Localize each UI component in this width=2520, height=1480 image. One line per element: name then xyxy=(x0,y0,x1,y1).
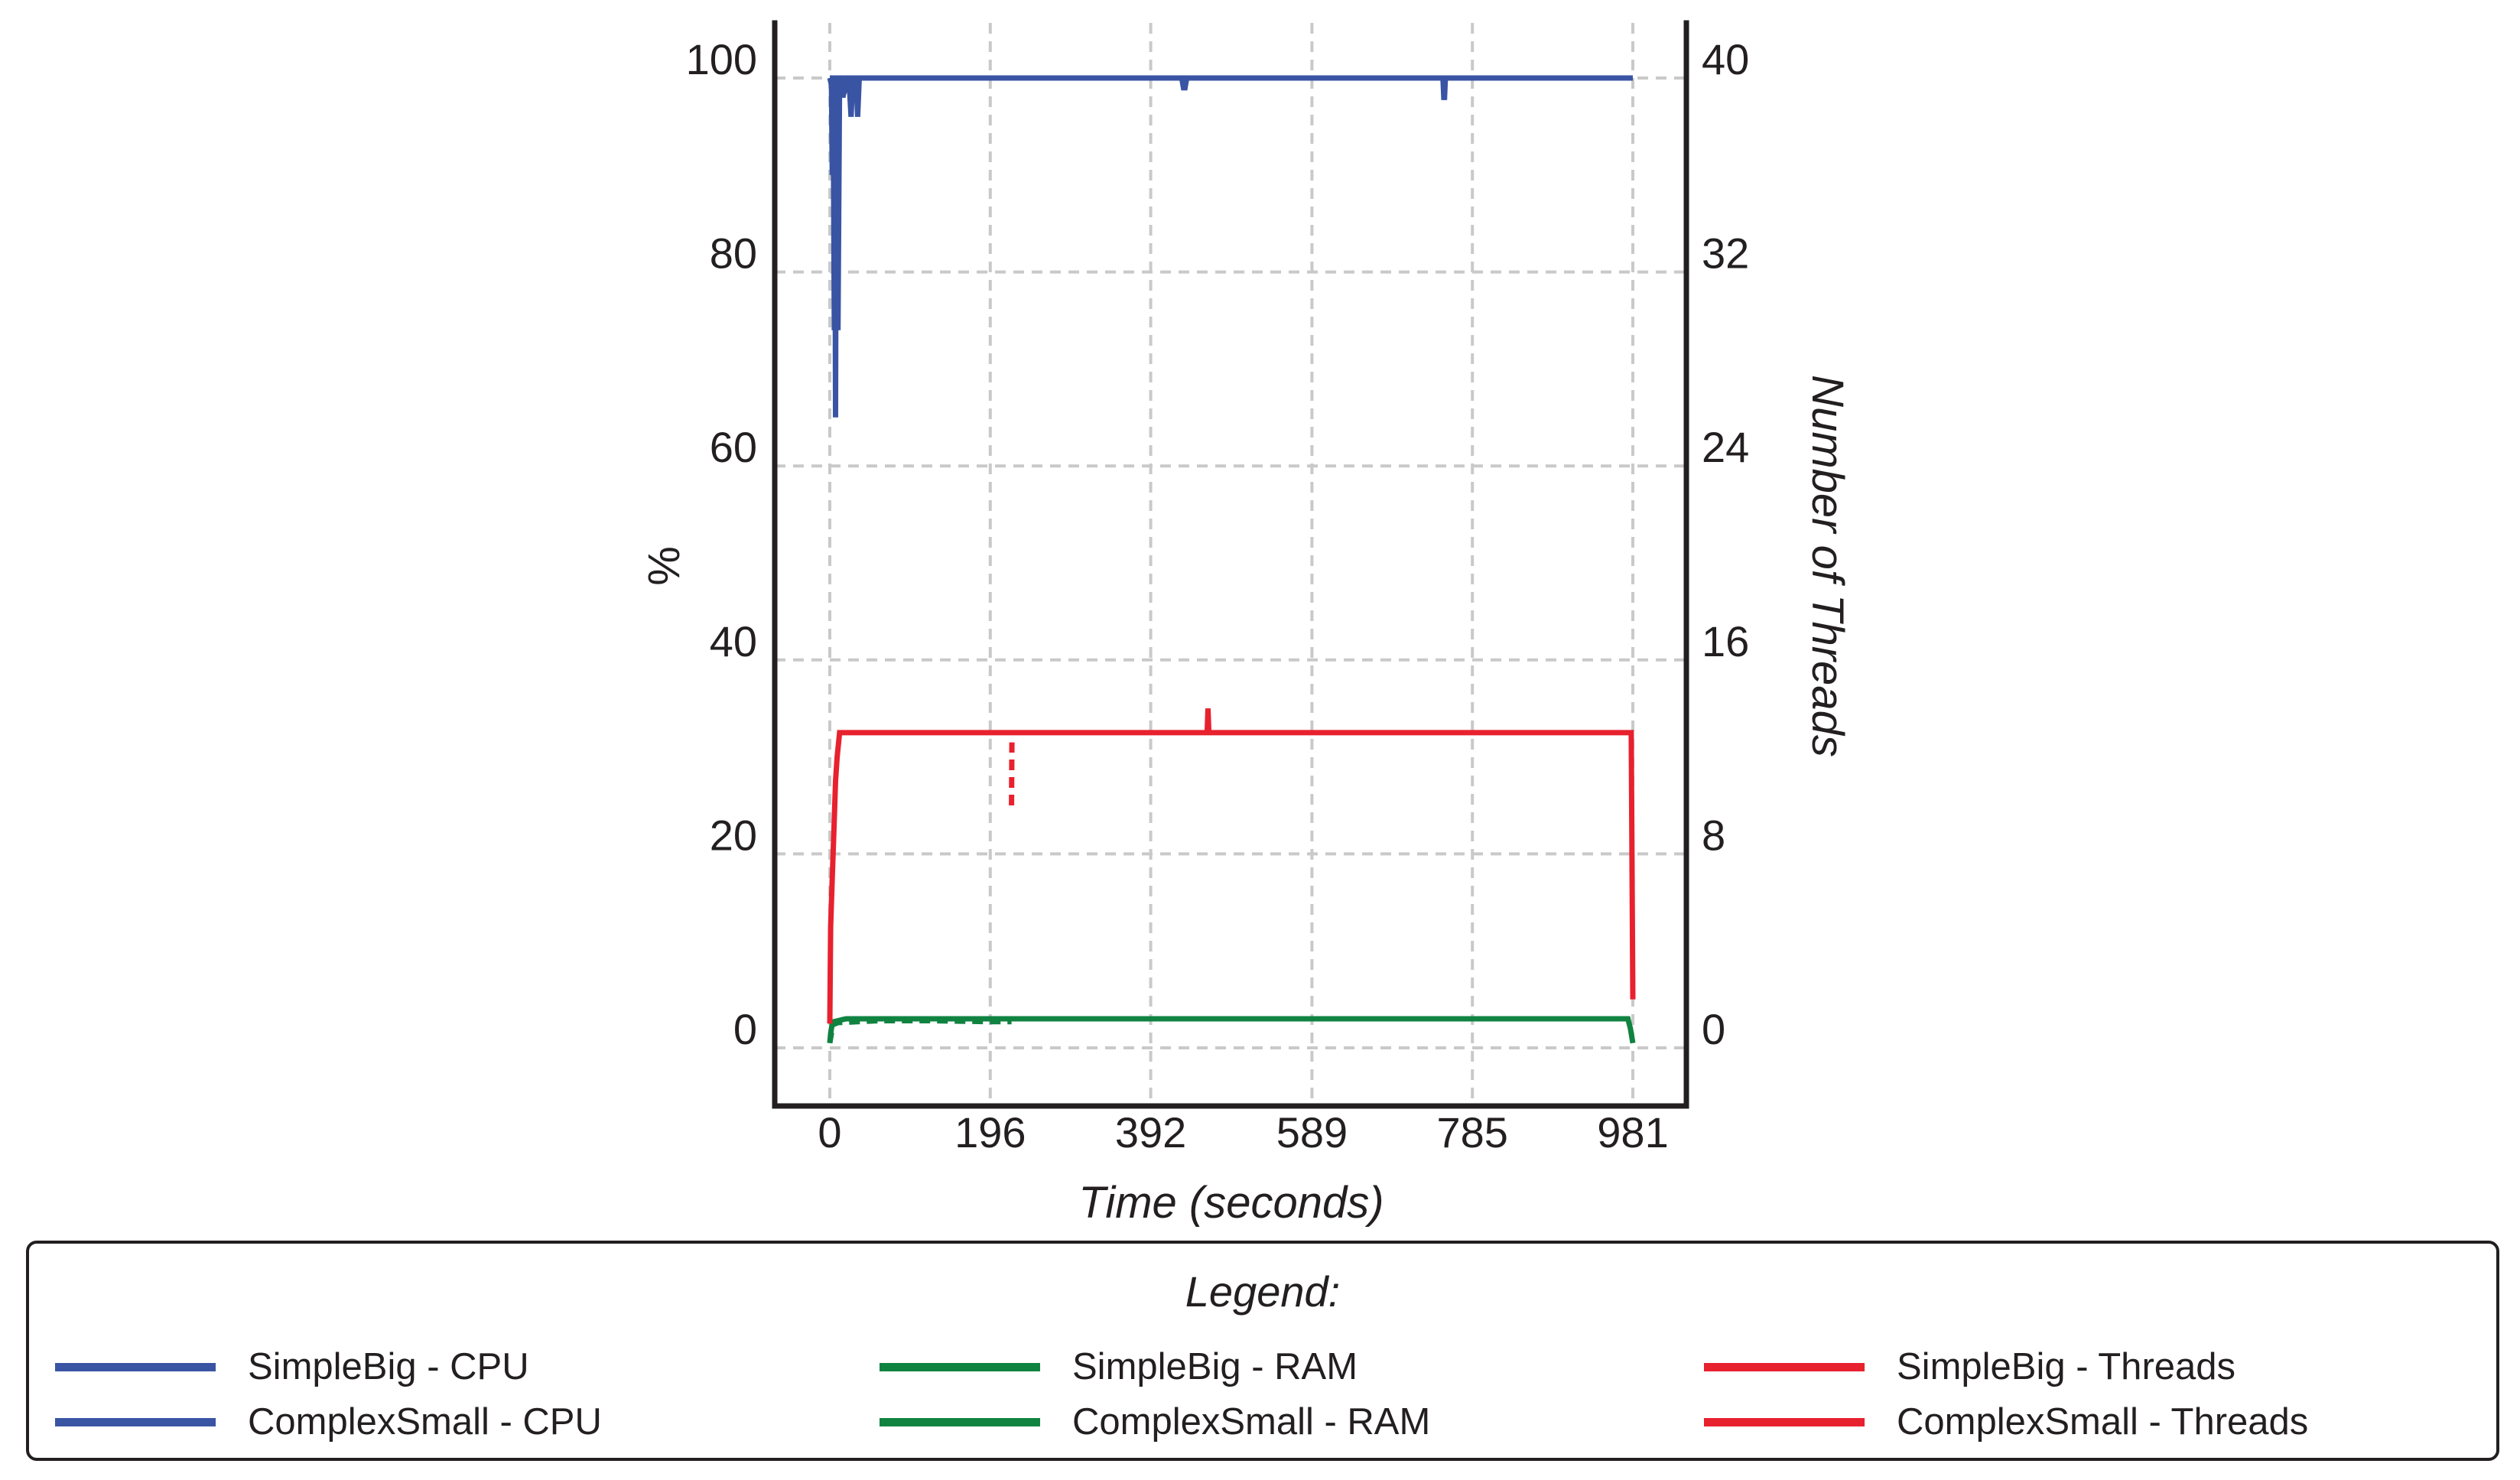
x-tick-label: 589 xyxy=(1276,1108,1348,1156)
grid-lines xyxy=(775,23,1686,1106)
x-axis-label: Time (seconds) xyxy=(1078,1178,1384,1228)
series-line-simplebig-threads xyxy=(827,708,1636,1024)
y-tick-label: 60 xyxy=(710,423,757,471)
legend-swatch xyxy=(880,1417,1040,1426)
y-tick-label: 0 xyxy=(733,1005,757,1053)
legend-swatch xyxy=(1704,1417,1865,1426)
line-chart: 0 196 392 589 785 981 0 20 40 60 80 100 0 8 16 24 32 40 T… xyxy=(639,20,1852,1228)
series-layer xyxy=(827,75,1636,1044)
legend-item-complexsmall-ram: ComplexSmall - RAM xyxy=(880,1399,1430,1445)
axes xyxy=(772,20,1689,1109)
y2-tick-label: 0 xyxy=(1702,1005,1725,1053)
legend-swatch xyxy=(1704,1362,1865,1371)
y-tick-label: 40 xyxy=(710,617,757,665)
legend-item-simplebig-cpu: SimpleBig - CPU xyxy=(55,1344,529,1390)
x-tick-label: 0 xyxy=(818,1108,841,1156)
legend-label: SimpleBig - RAM xyxy=(1072,1346,1358,1387)
x-tick-label: 981 xyxy=(1597,1108,1668,1156)
y-tick-label: 20 xyxy=(710,811,757,859)
series-line-complexsmall-ram xyxy=(827,1018,1012,1044)
y-tick-label: 100 xyxy=(686,35,757,83)
x-tick-label: 196 xyxy=(954,1108,1026,1156)
legend-item-simplebig-threads: SimpleBig - Threads xyxy=(1704,1344,2235,1390)
legend-label: ComplexSmall - CPU xyxy=(248,1401,602,1443)
legend-label: SimpleBig - CPU xyxy=(248,1346,529,1387)
y-tick-label: 80 xyxy=(710,229,757,278)
series-line-complexsmall-cpu xyxy=(827,75,1633,117)
x-tick-label: 392 xyxy=(1115,1108,1186,1156)
y2-tick-label: 16 xyxy=(1702,617,1749,665)
x-tick-label: 785 xyxy=(1436,1108,1507,1156)
y2-tick-label: 40 xyxy=(1702,35,1749,83)
y-axis-label: % xyxy=(639,546,689,586)
series-line-simplebig-cpu xyxy=(828,75,1633,418)
legend-item-complexsmall-cpu: ComplexSmall - CPU xyxy=(55,1399,602,1445)
legend-swatch xyxy=(55,1417,216,1426)
series-line-simplebig-ram xyxy=(827,1016,1636,1044)
legend-item-complexsmall-threads: ComplexSmall - Threads xyxy=(1704,1399,2308,1445)
legend-swatch xyxy=(880,1362,1040,1371)
legend-item-simplebig-ram: SimpleBig - RAM xyxy=(880,1344,1358,1390)
legend-label: SimpleBig - Threads xyxy=(1897,1346,2236,1387)
y2-axis-label: Number of Threads xyxy=(1803,375,1852,757)
y2-tick-label: 32 xyxy=(1702,229,1749,278)
legend: Legend: SimpleBig - CPU ComplexSmall - C… xyxy=(26,1241,2499,1461)
legend-label: ComplexSmall - RAM xyxy=(1072,1401,1431,1443)
tick-labels: 0 196 392 589 785 981 0 20 40 60 80 100 0 8 16 24 32 40 xyxy=(686,35,1750,1156)
legend-label: ComplexSmall - Threads xyxy=(1897,1401,2309,1443)
y2-tick-label: 24 xyxy=(1702,423,1749,471)
legend-title: Legend: xyxy=(1185,1267,1341,1316)
legend-swatch xyxy=(55,1362,216,1371)
series-line-complexsmall-threads xyxy=(1009,742,1015,806)
y2-tick-label: 8 xyxy=(1702,811,1725,859)
